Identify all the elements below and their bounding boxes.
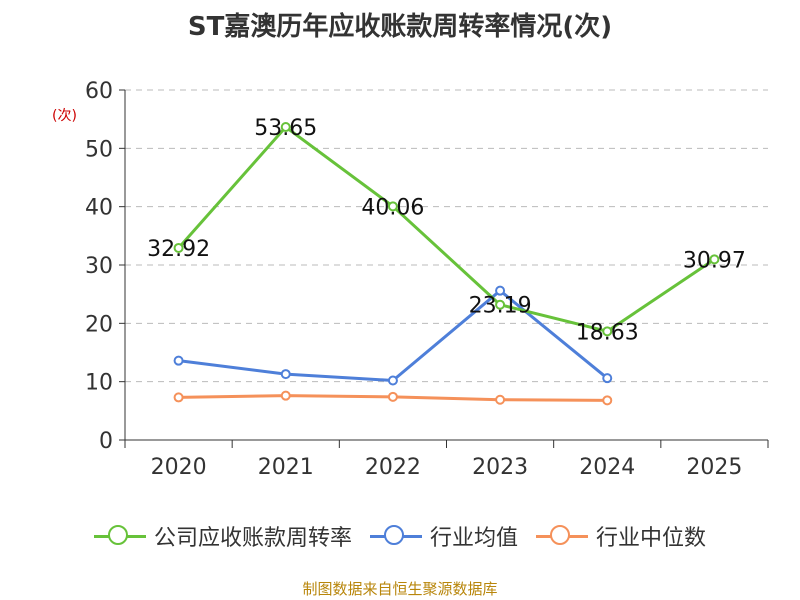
y-tick-label: 10 xyxy=(85,371,113,396)
y-tick-label: 20 xyxy=(85,312,113,337)
data-label: 32.92 xyxy=(147,237,210,262)
legend-label-industry-median: 行业中位数 xyxy=(596,526,707,551)
data-point xyxy=(387,375,398,386)
series-layer xyxy=(173,122,720,406)
legend-item-company[interactable]: 公司应收账款周转率 xyxy=(93,520,352,552)
data-point xyxy=(602,326,613,337)
legend-item-industry-mean[interactable]: 行业均值 xyxy=(369,520,518,552)
x-tick-label: 2024 xyxy=(579,455,635,480)
label-layer: 32.92 53.65 40.06 23.19 18.63 30.97 xyxy=(147,116,746,345)
grid-layer xyxy=(125,89,768,383)
y-tick-label: 50 xyxy=(85,137,113,162)
x-tick-label: 2020 xyxy=(151,455,207,480)
data-point xyxy=(602,395,613,406)
data-point xyxy=(602,373,613,384)
data-point xyxy=(709,254,720,265)
legend-label-industry-mean: 行业均值 xyxy=(429,526,518,551)
data-label: 53.65 xyxy=(254,116,317,141)
legend-swatch-industry-median xyxy=(536,523,588,549)
data-point xyxy=(280,390,291,401)
data-source-note: 制图数据来自恒生聚源数据库 xyxy=(302,580,498,598)
data-point xyxy=(280,122,291,133)
data-point xyxy=(173,242,184,253)
x-tick-label: 2022 xyxy=(365,455,421,480)
series-line xyxy=(177,125,716,333)
data-point xyxy=(387,391,398,402)
y-tick-label: 40 xyxy=(85,196,113,221)
legend-label-company: 公司应收账款周转率 xyxy=(153,526,352,551)
data-label: 23.19 xyxy=(469,294,532,319)
data-point xyxy=(495,394,506,405)
data-point xyxy=(173,355,184,366)
x-tick-label: 2021 xyxy=(258,455,314,480)
chart-title: ST嘉澳历年应收账款周转率情况(次) xyxy=(187,12,613,42)
series-line xyxy=(178,289,609,382)
data-label: 40.06 xyxy=(361,195,424,220)
axis-layer: 0 10 20 30 40 50 60 2020 2021 2022 2023 2024 2025 xyxy=(85,79,769,480)
data-point xyxy=(495,299,506,310)
y-tick-label: 30 xyxy=(85,254,113,279)
data-label: 30.97 xyxy=(683,248,746,273)
data-label: 18.63 xyxy=(576,320,639,345)
data-point xyxy=(173,392,184,403)
legend-swatch-company xyxy=(93,523,146,549)
y-tick-label: 60 xyxy=(85,79,113,104)
legend-swatch-industry-mean xyxy=(369,523,422,549)
data-point xyxy=(387,201,398,212)
x-tick-label: 2025 xyxy=(686,455,742,480)
x-tick-label: 2023 xyxy=(472,455,528,480)
data-point xyxy=(280,369,291,380)
data-point xyxy=(495,285,506,296)
legend-item-industry-median[interactable]: 行业中位数 xyxy=(536,520,706,552)
legend: 公司应收账款周转率 行业均值 行业中位数 xyxy=(0,520,800,552)
y-tick-label: 0 xyxy=(99,429,113,454)
